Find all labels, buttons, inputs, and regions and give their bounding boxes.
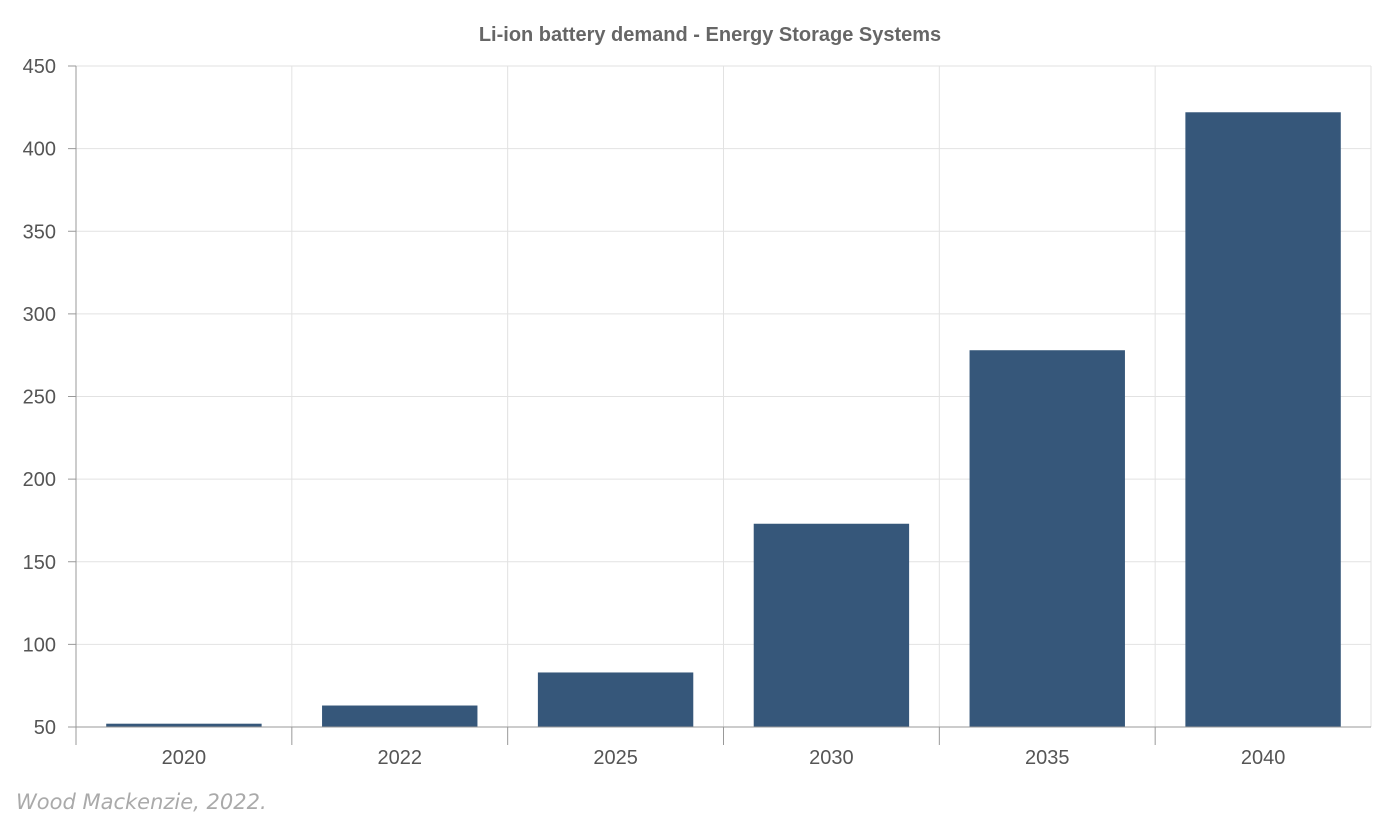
bar-chart-svg: Li-ion battery demand - Energy Storage S… bbox=[23, 24, 1372, 769]
y-tick-label: 100 bbox=[23, 634, 56, 656]
tick-labels: 50 100 150 200 250 300 350 400 450 2020 2022 2025 20… bbox=[23, 56, 1286, 769]
y-tick-label: 200 bbox=[23, 469, 56, 491]
chart-title: Li-ion battery demand - Energy Storage S… bbox=[479, 24, 941, 46]
x-tick-label: 2020 bbox=[162, 747, 207, 769]
x-tick-label: 2022 bbox=[378, 747, 423, 769]
y-tick-label: 250 bbox=[23, 387, 56, 409]
bar-2040 bbox=[1185, 112, 1341, 727]
bar-2022 bbox=[322, 705, 478, 727]
y-tick-label: 50 bbox=[34, 717, 56, 739]
bar-2030 bbox=[753, 523, 910, 727]
x-tick-label: 2035 bbox=[1025, 747, 1070, 769]
y-tick-label: 450 bbox=[23, 56, 56, 78]
y-tick-label: 150 bbox=[23, 552, 56, 574]
bar-2020 bbox=[106, 723, 262, 727]
bar-2025 bbox=[537, 672, 694, 727]
bars bbox=[106, 112, 1341, 727]
bar-2035 bbox=[969, 350, 1125, 727]
x-tick-label: 2040 bbox=[1241, 747, 1286, 769]
y-tick-label: 300 bbox=[23, 304, 56, 326]
y-tick-label: 350 bbox=[23, 221, 56, 243]
source-note: Wood Mackenzie, 2022. bbox=[16, 790, 267, 814]
x-tick-label: 2030 bbox=[809, 747, 854, 769]
axes bbox=[68, 65, 1371, 745]
grid-lines bbox=[76, 65, 1372, 727]
x-tick-label: 2025 bbox=[593, 747, 638, 769]
y-tick-label: 400 bbox=[23, 139, 56, 161]
